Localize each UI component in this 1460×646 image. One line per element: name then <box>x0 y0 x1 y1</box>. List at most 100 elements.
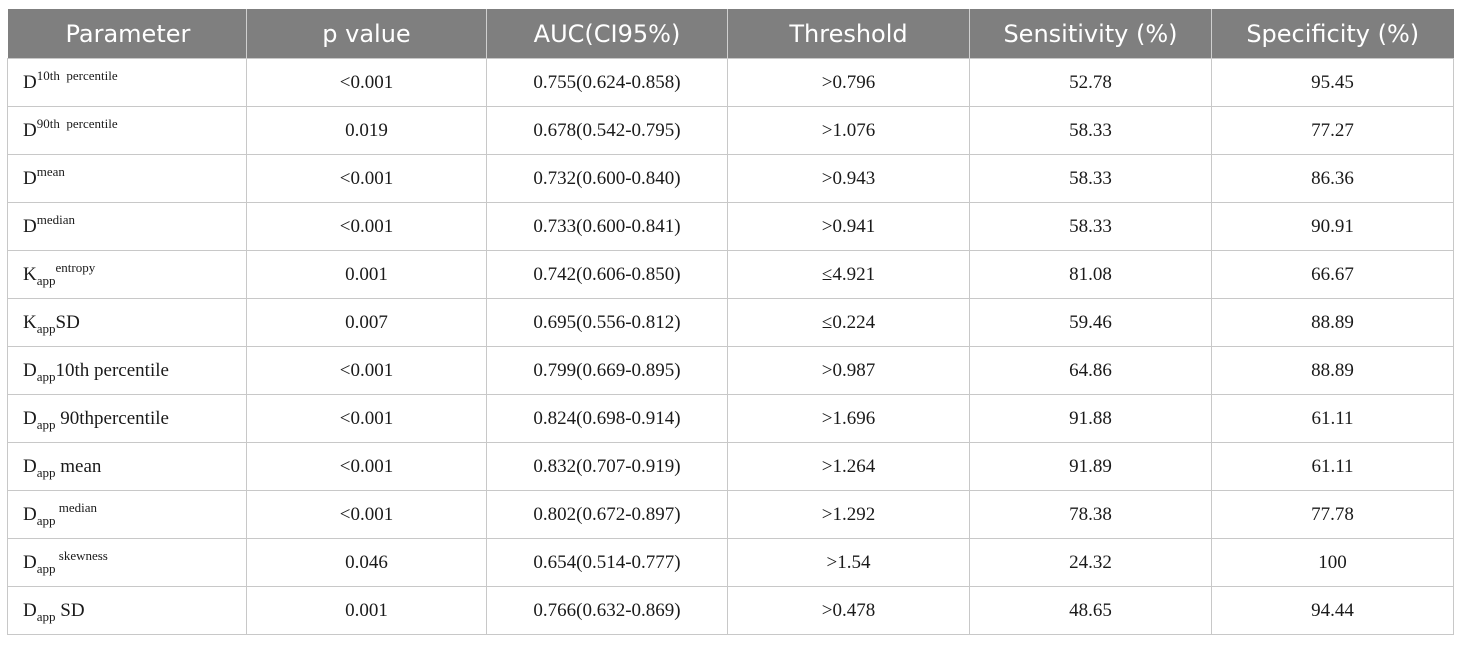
header-parameter: Parameter <box>7 9 247 59</box>
table-row: Dapp SD 0.001 0.766(0.632-0.869) >0.478 48.6… <box>7 586 1454 635</box>
p-value-cell: <0.001 <box>246 202 487 251</box>
parameter-cell: Kappentropy <box>7 250 247 299</box>
specificity-cell: 66.67 <box>1211 250 1454 299</box>
parameter-cell: Dapp SD <box>7 586 247 635</box>
parameter-name: mean <box>55 455 102 477</box>
parameter-superscript: entropy <box>55 259 96 275</box>
auc-cell: 0.732(0.600-0.840) <box>486 154 728 203</box>
specificity-cell: 90.91 <box>1211 202 1454 251</box>
p-value-cell: 0.019 <box>246 106 487 155</box>
specificity-cell: 77.78 <box>1211 490 1454 539</box>
auc-cell: 0.733(0.600-0.841) <box>486 202 728 251</box>
sensitivity-cell: 24.32 <box>969 538 1212 587</box>
specificity-cell: 88.89 <box>1211 298 1454 347</box>
parameter-subscript: app <box>36 464 56 480</box>
parameter-superscript: 10th percentile <box>36 67 118 83</box>
p-value-cell: 0.001 <box>246 586 487 635</box>
parameter-symbol: K <box>23 263 37 285</box>
table-row: Dmean <0.001 0.732(0.600-0.840) >0.943 58.33… <box>7 154 1454 203</box>
parameter-symbol: D <box>23 455 37 477</box>
specificity-cell: 100 <box>1211 538 1454 587</box>
parameter-cell: Dapp mean <box>7 442 247 491</box>
parameter-superscript: median <box>55 499 98 515</box>
parameter-cell: Dapp10th percentile <box>7 346 247 395</box>
auc-cell: 0.678(0.542-0.795) <box>486 106 728 155</box>
threshold-cell: >1.292 <box>727 490 970 539</box>
table-row: KappSD 0.007 0.695(0.556-0.812) ≤0.224 59.46… <box>7 298 1454 347</box>
sensitivity-cell: 91.89 <box>969 442 1212 491</box>
parameter-cell: D90th percentile <box>7 106 247 155</box>
results-table-container: Parameter p value AUC(CI95%) Threshold S… <box>7 9 1454 635</box>
table-row: D90th percentile 0.019 0.678(0.542-0.795) >… <box>7 106 1454 155</box>
p-value-cell: <0.001 <box>246 442 487 491</box>
parameter-cell: KappSD <box>7 298 247 347</box>
parameter-cell: D10th percentile <box>7 58 247 107</box>
parameter-cell: Dapp median <box>7 490 247 539</box>
auc-cell: 0.832(0.707-0.919) <box>486 442 728 491</box>
table-row: Dapp 90thpercentile <0.001 0.824(0.698-0.9… <box>7 394 1454 443</box>
parameter-symbol: D <box>23 407 37 429</box>
parameter-symbol: D <box>23 119 37 141</box>
auc-cell: 0.742(0.606-0.850) <box>486 250 728 299</box>
auc-cell: 0.824(0.698-0.914) <box>486 394 728 443</box>
auc-cell: 0.799(0.669-0.895) <box>486 346 728 395</box>
parameter-symbol: D <box>23 599 37 621</box>
parameter-cell: Dapp 90thpercentile <box>7 394 247 443</box>
parameter-cell: Dmedian <box>7 202 247 251</box>
threshold-cell: >0.941 <box>727 202 970 251</box>
threshold-cell: >1.264 <box>727 442 970 491</box>
table-row: Dapp10th percentile <0.001 0.799(0.669-0.8… <box>7 346 1454 395</box>
sensitivity-cell: 91.88 <box>969 394 1212 443</box>
threshold-cell: ≤4.921 <box>727 250 970 299</box>
parameter-superscript: median <box>36 211 75 227</box>
p-value-cell: <0.001 <box>246 394 487 443</box>
specificity-cell: 86.36 <box>1211 154 1454 203</box>
parameter-symbol: K <box>23 311 37 333</box>
header-specificity: Specificity (%) <box>1211 9 1454 59</box>
sensitivity-cell: 58.33 <box>969 106 1212 155</box>
parameter-subscript: app <box>36 608 56 624</box>
header-sensitivity: Sensitivity (%) <box>969 9 1212 59</box>
table-row: Kappentropy 0.001 0.742(0.606-0.850) ≤4.921… <box>7 250 1454 299</box>
sensitivity-cell: 48.65 <box>969 586 1212 635</box>
parameter-subscript: app <box>36 416 56 432</box>
sensitivity-cell: 58.33 <box>969 202 1212 251</box>
parameter-symbol: D <box>23 551 37 573</box>
auc-cell: 0.755(0.624-0.858) <box>486 58 728 107</box>
header-row: Parameter p value AUC(CI95%) Threshold S… <box>7 9 1454 59</box>
parameter-symbol: D <box>23 71 37 93</box>
parameter-symbol: D <box>23 167 37 189</box>
header-threshold: Threshold <box>727 9 970 59</box>
threshold-cell: >1.54 <box>727 538 970 587</box>
threshold-cell: >0.943 <box>727 154 970 203</box>
specificity-cell: 77.27 <box>1211 106 1454 155</box>
table-row: D10th percentile <0.001 0.755(0.624-0.858)… <box>7 58 1454 107</box>
parameter-subscript: app <box>36 320 56 336</box>
header-auc: AUC(CI95%) <box>486 9 728 59</box>
table-row: Dapp median <0.001 0.802(0.672-0.897) >1.29… <box>7 490 1454 539</box>
p-value-cell: <0.001 <box>246 346 487 395</box>
parameter-symbol: D <box>23 359 37 381</box>
parameter-name: SD <box>55 311 80 333</box>
sensitivity-cell: 59.46 <box>969 298 1212 347</box>
parameter-cell: Dapp skewness <box>7 538 247 587</box>
p-value-cell: <0.001 <box>246 490 487 539</box>
auc-cell: 0.802(0.672-0.897) <box>486 490 728 539</box>
threshold-cell: >0.478 <box>727 586 970 635</box>
p-value-cell: 0.001 <box>246 250 487 299</box>
p-value-cell: 0.007 <box>246 298 487 347</box>
parameter-subscript: app <box>36 560 56 576</box>
table-row: Dapp skewness 0.046 0.654(0.514-0.777) >1.5… <box>7 538 1454 587</box>
table-header: Parameter p value AUC(CI95%) Threshold S… <box>7 9 1454 59</box>
parameter-subscript: app <box>36 368 56 384</box>
table-row: Dapp mean <0.001 0.832(0.707-0.919) >1.264 9… <box>7 442 1454 491</box>
p-value-cell: <0.001 <box>246 58 487 107</box>
parameter-superscript: skewness <box>55 547 108 563</box>
table-body: D10th percentile <0.001 0.755(0.624-0.858)… <box>7 58 1454 635</box>
parameter-superscript: 90th percentile <box>36 115 118 131</box>
sensitivity-cell: 78.38 <box>969 490 1212 539</box>
auc-cell: 0.766(0.632-0.869) <box>486 586 728 635</box>
threshold-cell: >1.076 <box>727 106 970 155</box>
results-table: Parameter p value AUC(CI95%) Threshold S… <box>7 9 1454 635</box>
parameter-name: SD <box>55 599 85 621</box>
